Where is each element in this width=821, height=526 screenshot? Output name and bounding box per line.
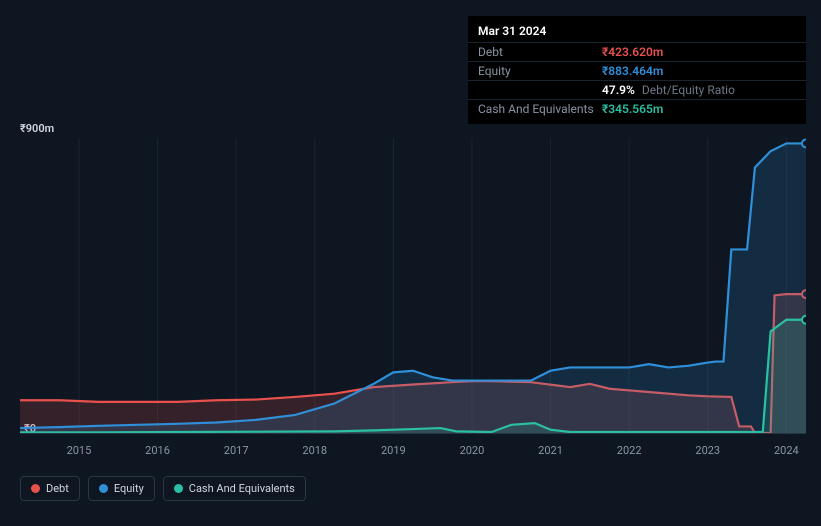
x-tick-label: 2023 [695, 444, 720, 457]
x-tick-label: 2024 [774, 444, 799, 457]
legend-item-equity[interactable]: Equity [88, 476, 155, 501]
tooltip-label: Cash And Equivalents [478, 102, 602, 116]
x-tick-label: 2015 [67, 444, 92, 457]
x-tick-label: 2022 [617, 444, 642, 457]
chart-plot-area[interactable] [20, 138, 806, 434]
tooltip-label: Debt [478, 45, 602, 59]
tooltip-row-debt: Debt ₹423.620m [468, 43, 806, 62]
chart-tooltip: Mar 31 2024 Debt ₹423.620m Equity ₹883.4… [468, 16, 806, 124]
x-tick-label: 2020 [460, 444, 485, 457]
legend-item-debt[interactable]: Debt [20, 476, 80, 501]
tooltip-row-cash: Cash And Equivalents ₹345.565m [468, 100, 806, 118]
equity-endpoint [802, 139, 806, 147]
x-axis: 2015 2016 2017 2018 2019 2020 2021 2022 2023 2024 [20, 444, 806, 464]
cash-endpoint [802, 316, 806, 324]
financial-chart: ₹900m ₹0 2015201620172018201920202021202… [20, 124, 806, 498]
chart-legend: Debt Equity Cash And Equivalents [20, 476, 306, 501]
tooltip-label [478, 83, 602, 97]
legend-label: Equity [114, 482, 144, 495]
equity-area [20, 143, 806, 433]
x-tick-label: 2016 [145, 444, 170, 457]
tooltip-value: ₹345.565m [602, 102, 663, 116]
tooltip-label: Equity [478, 64, 602, 78]
tooltip-ratio-pct: 47.9% [602, 83, 635, 97]
tooltip-value: ₹423.620m [602, 45, 663, 59]
x-tick-label: 2021 [538, 444, 563, 457]
x-tick-label: 2018 [302, 444, 327, 457]
legend-item-cash[interactable]: Cash And Equivalents [163, 476, 306, 501]
legend-swatch [31, 484, 40, 493]
x-tick-label: 2019 [381, 444, 406, 457]
legend-label: Debt [46, 482, 69, 495]
legend-swatch [174, 484, 183, 493]
tooltip-value: ₹883.464m [602, 64, 663, 78]
legend-label: Cash And Equivalents [189, 482, 295, 495]
x-tick-label: 2017 [224, 444, 249, 457]
tooltip-date: Mar 31 2024 [468, 22, 806, 43]
y-axis-max-label: ₹900m [20, 122, 54, 135]
tooltip-row-equity: Equity ₹883.464m [468, 62, 806, 81]
legend-swatch [99, 484, 108, 493]
tooltip-row-ratio: 47.9% Debt/Equity Ratio [468, 81, 806, 100]
tooltip-ratio-label: Debt/Equity Ratio [642, 83, 735, 97]
